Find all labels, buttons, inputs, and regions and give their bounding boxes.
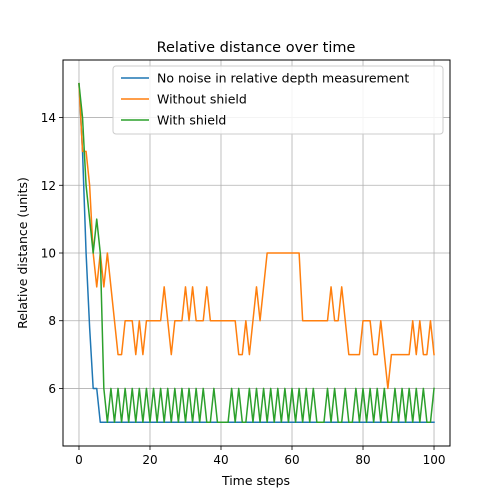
chart-title: Relative distance over time <box>157 40 356 56</box>
legend-label: No noise in relative depth measurement <box>157 71 409 86</box>
y-tick-label: 8 <box>48 314 56 328</box>
x-tick-label: 100 <box>423 453 446 467</box>
legend: No noise in relative depth measurement Wi… <box>112 65 444 135</box>
series-layer <box>78 82 435 424</box>
y-tick-label: 6 <box>48 382 56 396</box>
x-tick-label: 80 <box>355 453 370 467</box>
y-tick-label: 12 <box>41 179 56 193</box>
x-axis-label: Time steps <box>221 473 290 488</box>
legend-box <box>112 65 444 135</box>
series-line-3 <box>78 82 435 424</box>
y-axis-label: Relative distance (units) <box>15 177 30 329</box>
series-line-2 <box>78 82 435 390</box>
legend-label: With shield <box>157 113 226 128</box>
series-line-1 <box>78 82 435 424</box>
ticks: 0 20 40 60 80 100 6 8 10 12 14 <box>41 111 446 467</box>
y-tick-label: 14 <box>41 111 56 125</box>
legend-label: Without shield <box>157 92 247 107</box>
x-tick-label: 20 <box>142 453 157 467</box>
y-tick-label: 10 <box>41 247 56 261</box>
x-tick-label: 0 <box>75 453 83 467</box>
x-tick-label: 60 <box>284 453 299 467</box>
x-tick-label: 40 <box>213 453 228 467</box>
